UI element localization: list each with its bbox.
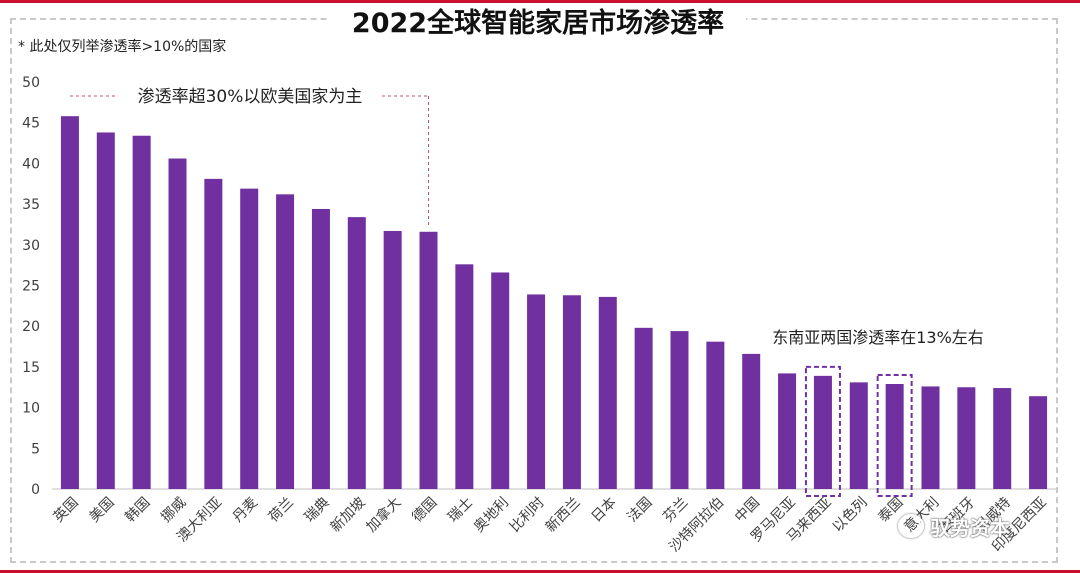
annotation-southeast-asia: 东南亚两国渗透率在13%左右 <box>772 328 984 347</box>
top-accent-bar <box>0 0 1080 3</box>
y-tick-label: 50 <box>22 75 40 91</box>
bar-美国 <box>96 132 115 489</box>
chart-title: 2022全球智能家居市场渗透率 <box>351 8 725 39</box>
y-tick-label: 0 <box>31 482 40 498</box>
x-tick-label: 日本 <box>589 495 620 526</box>
x-tick-label: 以色列 <box>829 494 871 536</box>
bar-日本 <box>598 296 617 489</box>
bar-荷兰 <box>276 194 295 489</box>
bar-法国 <box>634 327 653 489</box>
title-background <box>330 4 746 44</box>
x-tick-label: 瑞士 <box>445 495 476 526</box>
y-tick-label: 10 <box>22 401 40 417</box>
bar-比利时 <box>527 294 546 489</box>
bar-意大利 <box>921 386 940 489</box>
watermark: 驭势资本 <box>898 506 1058 546</box>
x-tick-label: 德国 <box>409 495 440 526</box>
bottom-accent-bar <box>0 570 1080 573</box>
bar-英国 <box>60 116 79 490</box>
x-tick-label: 比利时 <box>507 495 548 536</box>
x-tick-label: 荷兰 <box>266 495 297 526</box>
bar-以色列 <box>849 382 868 489</box>
bar-西班牙 <box>957 387 976 489</box>
y-tick-label: 30 <box>22 238 40 254</box>
y-tick-label: 15 <box>22 360 40 376</box>
x-tick-label: 挪威 <box>158 495 189 526</box>
x-tick-label: 加拿大 <box>363 494 405 536</box>
x-tick-label: 奥地利 <box>470 494 512 536</box>
bar-德国 <box>419 231 438 489</box>
y-tick-label: 45 <box>22 116 40 132</box>
bar-中国 <box>742 353 761 489</box>
bar-泰国 <box>885 383 904 489</box>
x-tick-label: 芬兰 <box>660 495 691 526</box>
bar-芬兰 <box>670 331 689 489</box>
x-tick-label: 韩国 <box>122 495 153 526</box>
annotation-western-countries: 渗透率超30%以欧美国家为主 <box>138 87 363 107</box>
highlight-box-泰国 <box>876 373 913 497</box>
y-tick-label: 5 <box>31 441 40 457</box>
bar-丹麦 <box>240 188 259 489</box>
y-tick-label: 20 <box>22 319 40 335</box>
x-tick-label: 新西兰 <box>543 495 584 536</box>
x-tick-label: 新加坡 <box>328 495 369 536</box>
bar-澳大利亚 <box>204 178 223 489</box>
x-tick-label: 英国 <box>50 494 82 526</box>
chart-note: * 此处仅列举渗透率>10%的国家 <box>18 39 227 55</box>
bar-印度尼西亚 <box>1029 396 1048 489</box>
bar-新西兰 <box>562 295 581 489</box>
bar-瑞典 <box>311 208 330 489</box>
highlight-box-马来西亚 <box>804 365 841 497</box>
x-tick-label: 美国 <box>87 495 118 526</box>
bar-奥地利 <box>491 272 510 489</box>
x-tick-label: 中国 <box>732 495 763 526</box>
bar-瑞士 <box>455 264 474 489</box>
watermark-text: 驭势资本 <box>930 515 1010 540</box>
bar-挪威 <box>168 158 187 490</box>
y-tick-label: 25 <box>22 279 40 295</box>
bar-沙特阿拉伯 <box>706 341 725 489</box>
bar-罗马尼亚 <box>778 373 797 489</box>
x-tick-label: 瑞典 <box>302 495 333 526</box>
wechat-icon <box>898 514 924 538</box>
bar-科威特 <box>993 388 1012 489</box>
bar-马来西亚 <box>813 375 832 489</box>
x-tick-label: 法国 <box>624 495 655 526</box>
y-tick-label: 35 <box>22 197 40 213</box>
bar-新加坡 <box>347 217 366 489</box>
x-tick-label: 丹麦 <box>230 495 261 526</box>
bar-韩国 <box>132 135 151 489</box>
y-tick-label: 40 <box>22 156 40 172</box>
bar-加拿大 <box>383 230 402 489</box>
